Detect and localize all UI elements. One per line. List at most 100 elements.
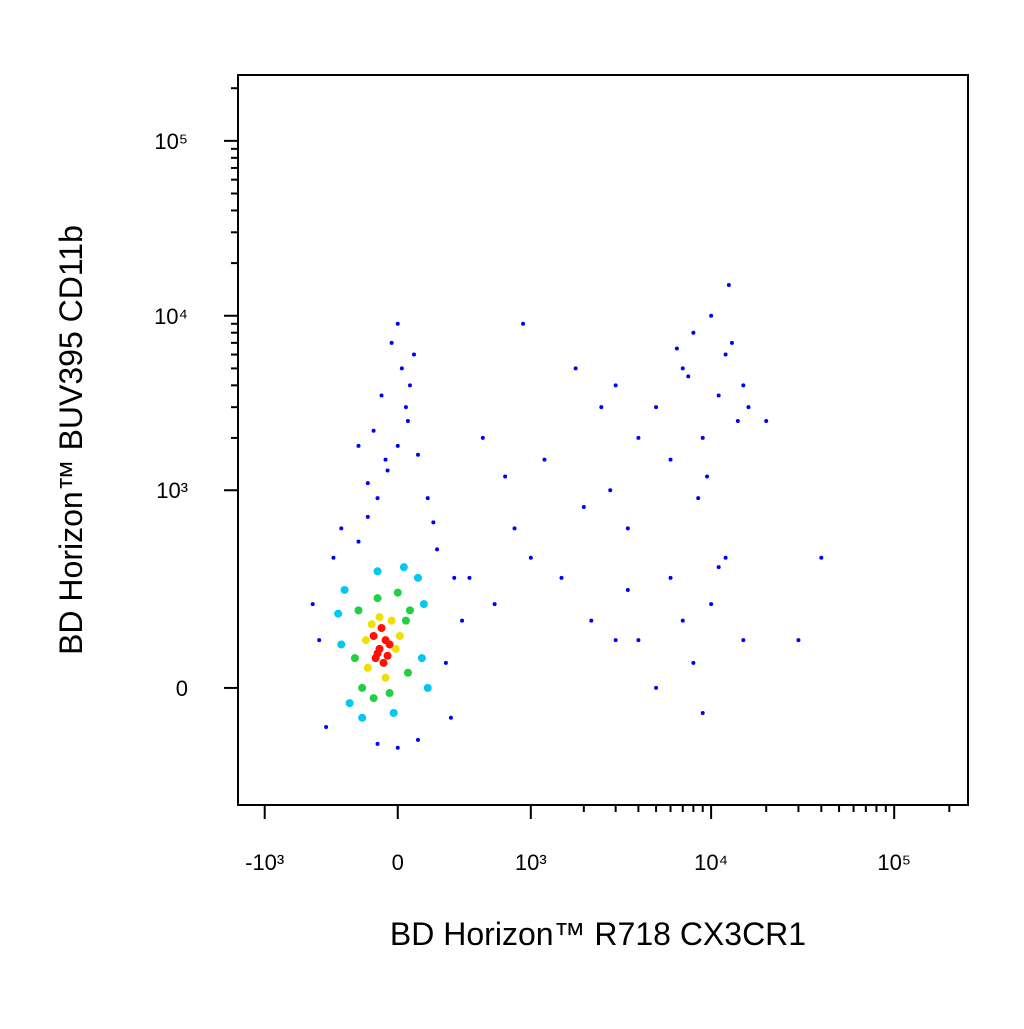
point: [425, 496, 430, 501]
point: [636, 638, 641, 643]
point: [310, 602, 315, 607]
point: [716, 565, 721, 570]
point: [371, 428, 376, 433]
point: [512, 526, 517, 531]
point: [674, 346, 679, 351]
point: [358, 683, 367, 692]
point: [705, 474, 710, 479]
point: [389, 708, 398, 717]
point: [443, 660, 448, 665]
point: [700, 710, 705, 715]
point: [413, 573, 422, 582]
point: [448, 715, 453, 720]
point: [452, 575, 457, 580]
point: [383, 651, 392, 660]
point: [723, 555, 728, 560]
point: [385, 468, 390, 473]
point: [399, 366, 404, 371]
point: [395, 631, 404, 640]
point: [395, 321, 400, 326]
point: [361, 636, 370, 645]
point: [608, 488, 613, 493]
x-tick-label: 10⁵: [877, 850, 911, 875]
point: [387, 616, 396, 625]
point: [356, 443, 361, 448]
point: [407, 383, 412, 388]
x-tick-label: 10⁴: [694, 850, 728, 875]
point: [423, 683, 432, 692]
point: [403, 668, 412, 677]
point: [350, 654, 359, 663]
point: [340, 585, 349, 594]
point: [415, 737, 420, 742]
point: [379, 393, 384, 398]
point: [365, 481, 370, 486]
point: [337, 640, 346, 649]
point: [559, 575, 564, 580]
point: [654, 685, 659, 690]
point: [700, 435, 705, 440]
point: [668, 457, 673, 462]
point: [358, 713, 367, 722]
point: [339, 526, 344, 531]
point: [741, 383, 746, 388]
point: [383, 457, 388, 462]
point: [460, 618, 465, 623]
y-tick-label: 10⁴: [154, 304, 188, 329]
x-axis-title: BD Horizon™ R718 CX3CR1: [390, 916, 806, 952]
point: [729, 340, 734, 345]
point: [709, 313, 714, 318]
point: [589, 618, 594, 623]
point: [636, 435, 641, 440]
point: [680, 366, 685, 371]
point: [389, 340, 394, 345]
point: [716, 393, 721, 398]
point: [324, 724, 329, 729]
point: [369, 694, 378, 703]
point: [573, 366, 578, 371]
point: [377, 624, 386, 633]
point: [581, 504, 586, 509]
y-axis-title: BD Horizon™ BUV395 CD11b: [53, 225, 89, 655]
point: [686, 374, 691, 379]
point: [393, 588, 402, 597]
point: [375, 496, 380, 501]
point: [431, 520, 436, 525]
point: [375, 741, 380, 746]
point: [395, 443, 400, 448]
point: [480, 435, 485, 440]
point: [381, 673, 390, 682]
point: [492, 602, 497, 607]
point: [375, 613, 384, 622]
point: [334, 609, 343, 618]
point: [746, 405, 751, 410]
point: [317, 638, 322, 643]
point: [354, 606, 363, 615]
point: [741, 638, 746, 643]
point: [613, 383, 618, 388]
point: [379, 658, 388, 667]
point: [819, 555, 824, 560]
x-tick-label: 0: [392, 850, 404, 875]
point: [369, 631, 378, 640]
point: [599, 405, 604, 410]
point: [654, 405, 659, 410]
point: [528, 555, 533, 560]
point: [668, 575, 673, 580]
x-tick-label: -10³: [245, 850, 284, 875]
point: [691, 330, 696, 335]
point: [417, 654, 426, 663]
point: [680, 618, 685, 623]
point: [415, 452, 420, 457]
point: [401, 616, 410, 625]
point: [373, 649, 382, 658]
point: [467, 575, 472, 580]
y-tick-label: 0: [176, 676, 188, 701]
point: [696, 496, 701, 501]
x-tick-label: 10³: [515, 850, 547, 875]
point: [391, 644, 400, 653]
point: [385, 640, 394, 649]
point: [331, 555, 336, 560]
